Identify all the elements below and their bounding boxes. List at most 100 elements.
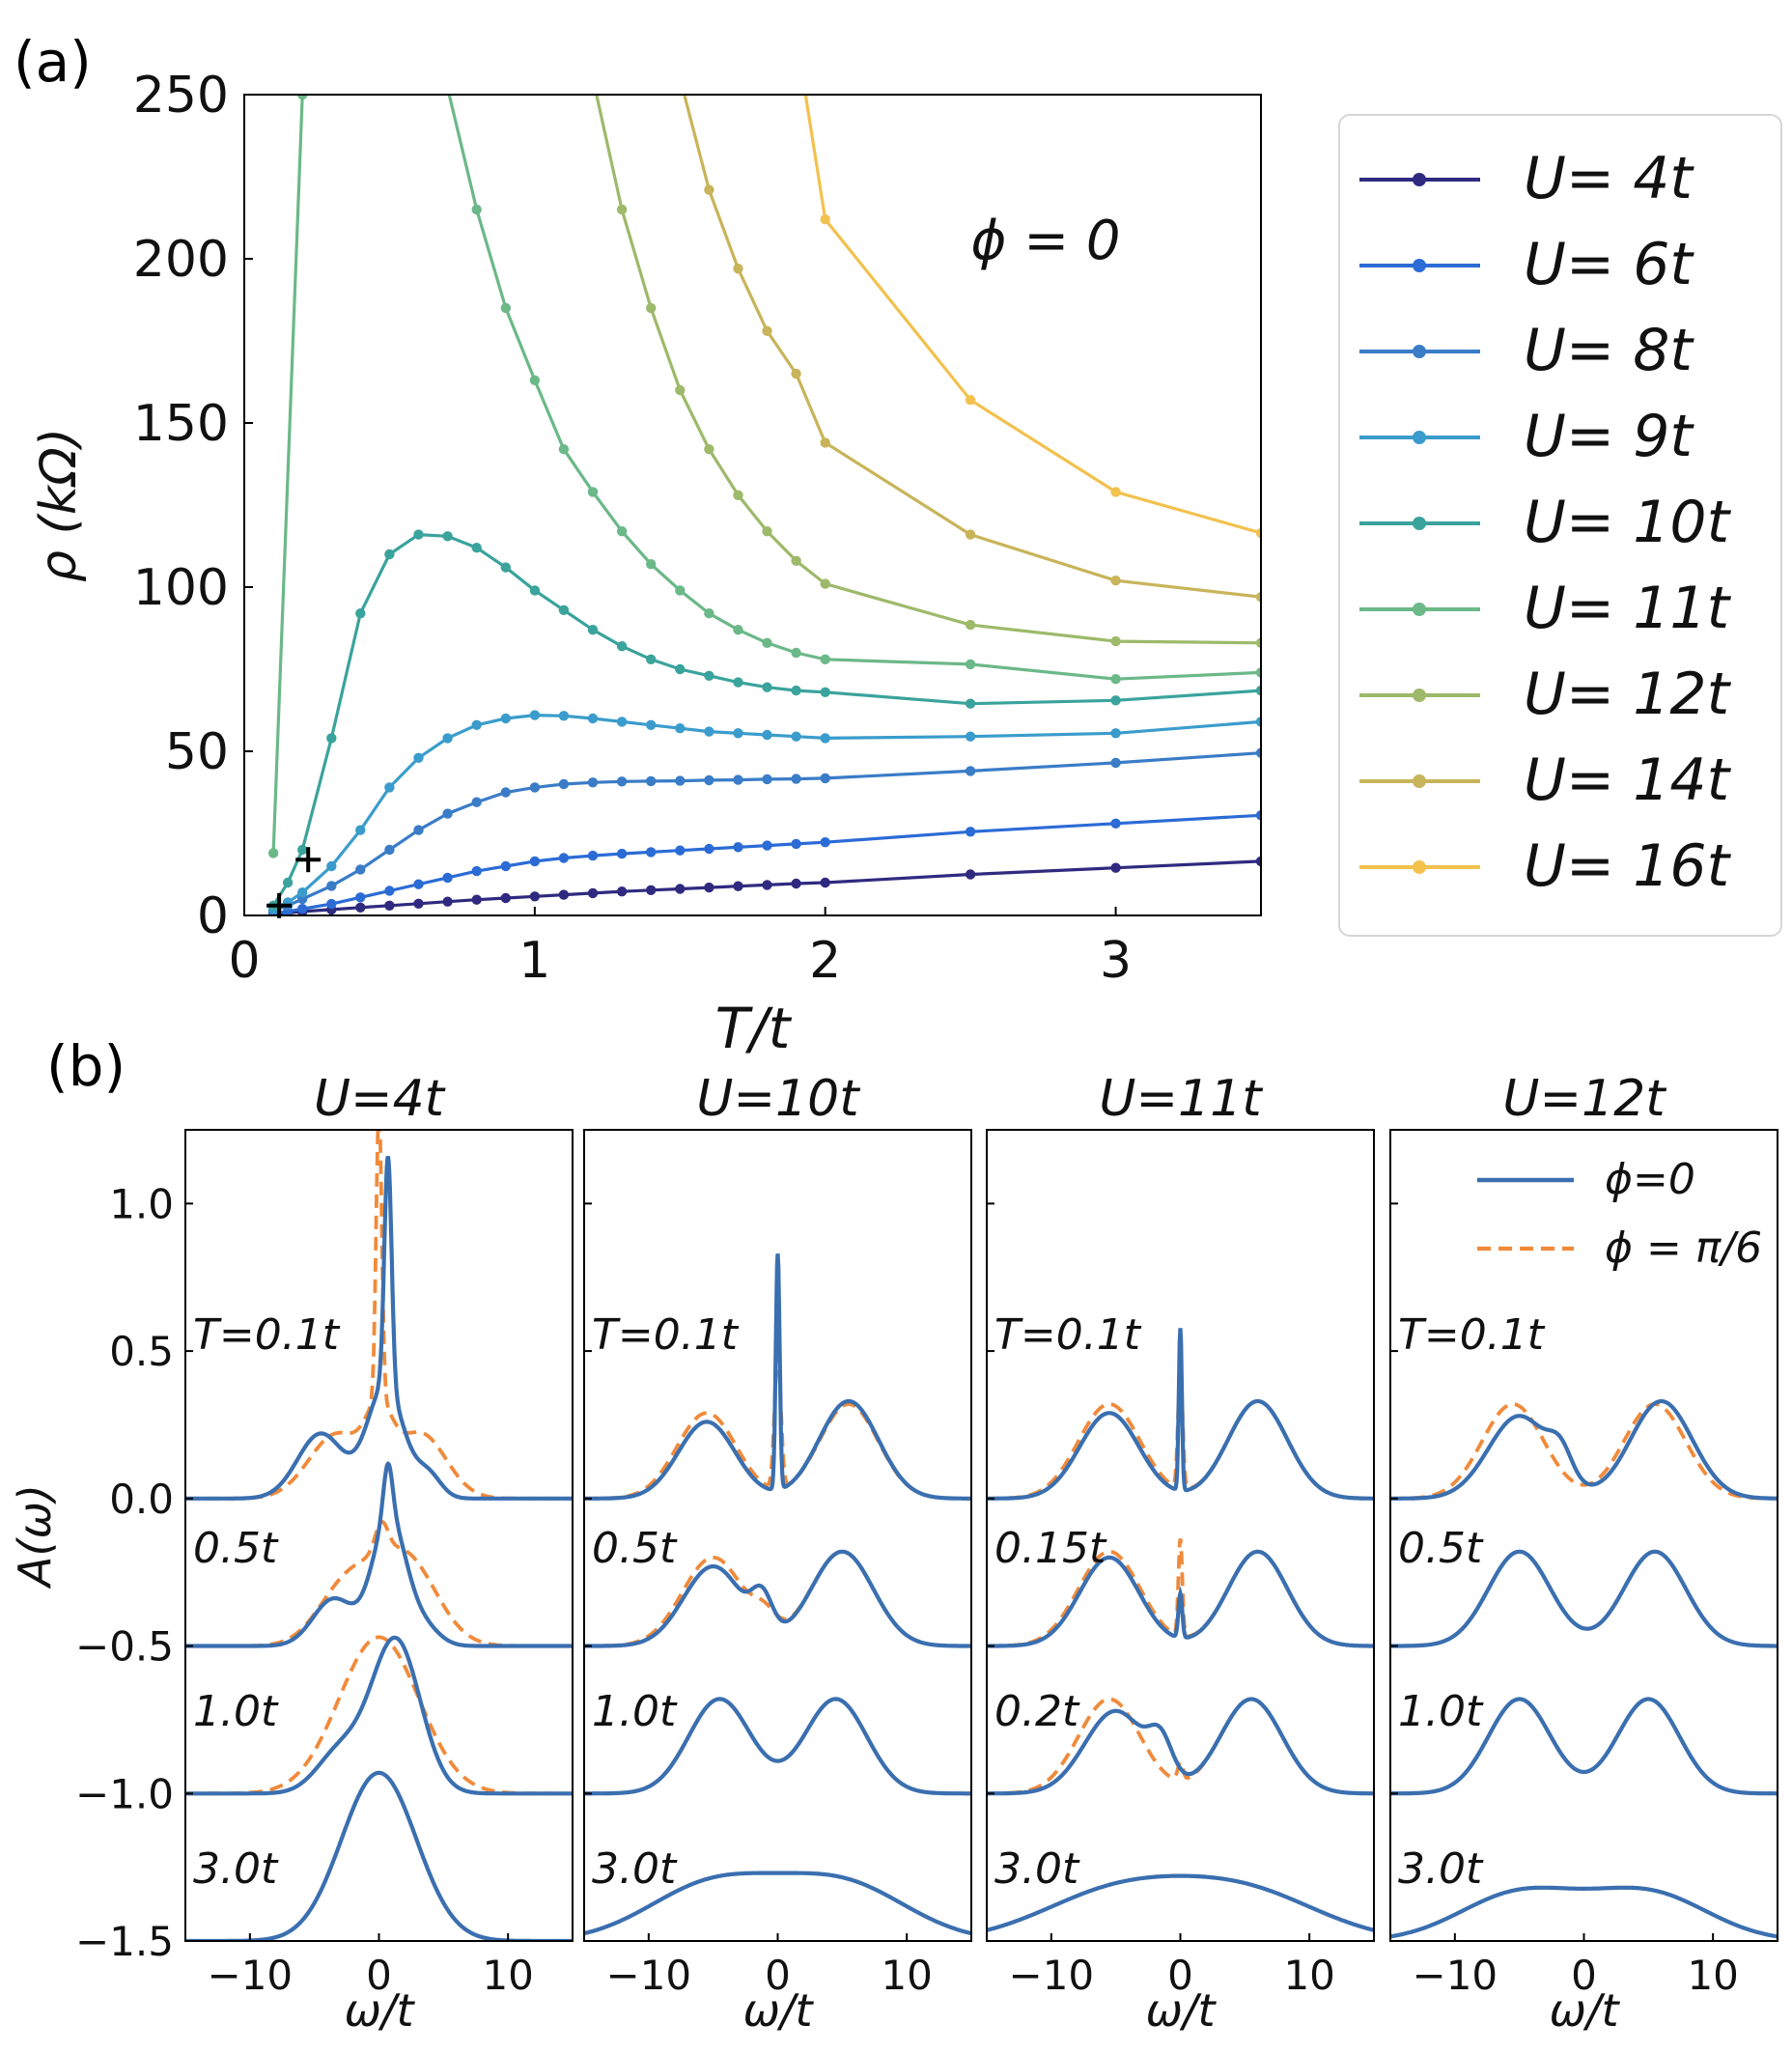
temperature-label: T=0.1t (193, 1310, 341, 1360)
x-tick-label-a: 1 (518, 932, 550, 990)
data-point (587, 487, 599, 497)
temperature-label: 3.0t (193, 1844, 279, 1894)
data-point (820, 837, 830, 848)
legend-label: U= 12t (1524, 661, 1730, 728)
panel-b-curves (584, 1253, 971, 1936)
x-tick-label-b: 0 (366, 1952, 392, 1999)
data-point (965, 827, 976, 837)
data-point (762, 729, 772, 741)
data-point (1110, 728, 1121, 739)
dashed-spectrum-curve (584, 1348, 971, 1501)
legend-swatch-dot (1413, 860, 1426, 874)
x-axis-label-b: ω/t (1145, 1984, 1217, 2037)
data-point (965, 659, 976, 670)
x-tick-label-a: 2 (809, 932, 841, 990)
data-point (675, 73, 685, 83)
y-tick-label-b: −0.5 (75, 1623, 174, 1671)
panel-b-title: U=11t (1099, 1070, 1263, 1128)
legend-item: U= 16t (1359, 825, 1765, 912)
data-point (820, 733, 830, 744)
data-point (820, 578, 830, 589)
data-point (297, 844, 308, 856)
y-tick-label-a: 100 (133, 559, 229, 617)
y-tick-label-a: 50 (165, 723, 229, 781)
data-point (442, 872, 453, 884)
y-tick-label-b: 0.5 (109, 1328, 174, 1375)
data-point (646, 719, 657, 730)
plus-marker (295, 847, 322, 873)
data-point (1110, 818, 1121, 829)
x-tick-label-b: 10 (881, 1952, 932, 1999)
legend-swatch-dot (1413, 689, 1426, 702)
data-point (965, 619, 976, 631)
x-tick-label-b: 0 (1167, 1952, 1193, 1999)
data-point (1255, 637, 1261, 648)
y-tick-label-b: 1.0 (109, 1180, 174, 1227)
legend-item: U= 14t (1359, 739, 1765, 826)
data-point (529, 375, 541, 385)
data-point (791, 838, 801, 850)
legend-label: U= 4t (1524, 145, 1693, 212)
x-tick-label-b: −10 (1413, 1952, 1498, 1999)
legend-item: U= 10t (1359, 481, 1765, 568)
legend-item: U= 8t (1359, 309, 1765, 396)
data-point (442, 733, 453, 744)
plot-frame-a (243, 94, 1262, 916)
data-point (646, 847, 657, 858)
temperature-label: 1.0t (592, 1687, 678, 1736)
data-point (646, 302, 657, 314)
legend-swatch-dot (1413, 259, 1426, 272)
data-point (1255, 810, 1261, 821)
data-point (267, 848, 279, 858)
data-point (442, 531, 453, 542)
panel-b-label: (b) (46, 1033, 126, 1099)
temperature-label: 0.2t (994, 1687, 1080, 1736)
data-point (762, 773, 772, 785)
data-point (704, 774, 714, 786)
solid-spectrum-curve (1390, 1885, 1778, 1939)
data-point (1255, 527, 1261, 539)
data-point (965, 869, 976, 880)
y-tick-label-a: 0 (197, 887, 229, 945)
data-point (616, 717, 628, 727)
data-point (471, 543, 482, 553)
series-line-u12 (595, 95, 1261, 645)
x-tick-label-a: 3 (1100, 932, 1132, 990)
temperature-label: T=0.1t (592, 1310, 740, 1360)
data-point (616, 526, 628, 537)
data-point (704, 608, 714, 619)
data-point (1110, 862, 1121, 873)
solid-spectrum-curve (584, 1253, 971, 1501)
data-point (471, 204, 482, 215)
data-point (355, 825, 366, 835)
data-point (675, 384, 686, 396)
legend-label: U= 14t (1524, 746, 1730, 814)
data-point (355, 864, 366, 875)
solid-spectrum-curve (987, 1873, 1374, 1932)
data-point (704, 670, 714, 681)
data-point (820, 877, 830, 888)
legend-b-solid-label: ϕ=0 (1605, 1155, 1695, 1204)
data-point (704, 184, 714, 195)
solid-spectrum-curve (185, 1635, 573, 1796)
data-point (558, 889, 570, 900)
y-tick-label-a: 250 (133, 67, 229, 125)
x-tick-label-b: −10 (606, 1952, 692, 1999)
panel-a-label: (a) (14, 29, 92, 95)
data-point (820, 654, 830, 664)
data-point (558, 605, 570, 615)
legend-swatch-dot (1413, 345, 1426, 358)
data-point (471, 894, 482, 905)
data-point (326, 881, 337, 891)
x-tick-label-b: 0 (765, 1952, 791, 1999)
data-point (791, 647, 801, 659)
data-point (616, 641, 628, 652)
data-point (297, 887, 308, 898)
data-point (762, 325, 772, 336)
data-point (965, 731, 976, 742)
dashed-spectrum-curve (185, 1130, 573, 1501)
data-point (965, 529, 976, 540)
data-point (326, 898, 337, 910)
x-tick-label-b: 10 (1283, 1952, 1334, 1999)
data-point (1110, 635, 1121, 647)
